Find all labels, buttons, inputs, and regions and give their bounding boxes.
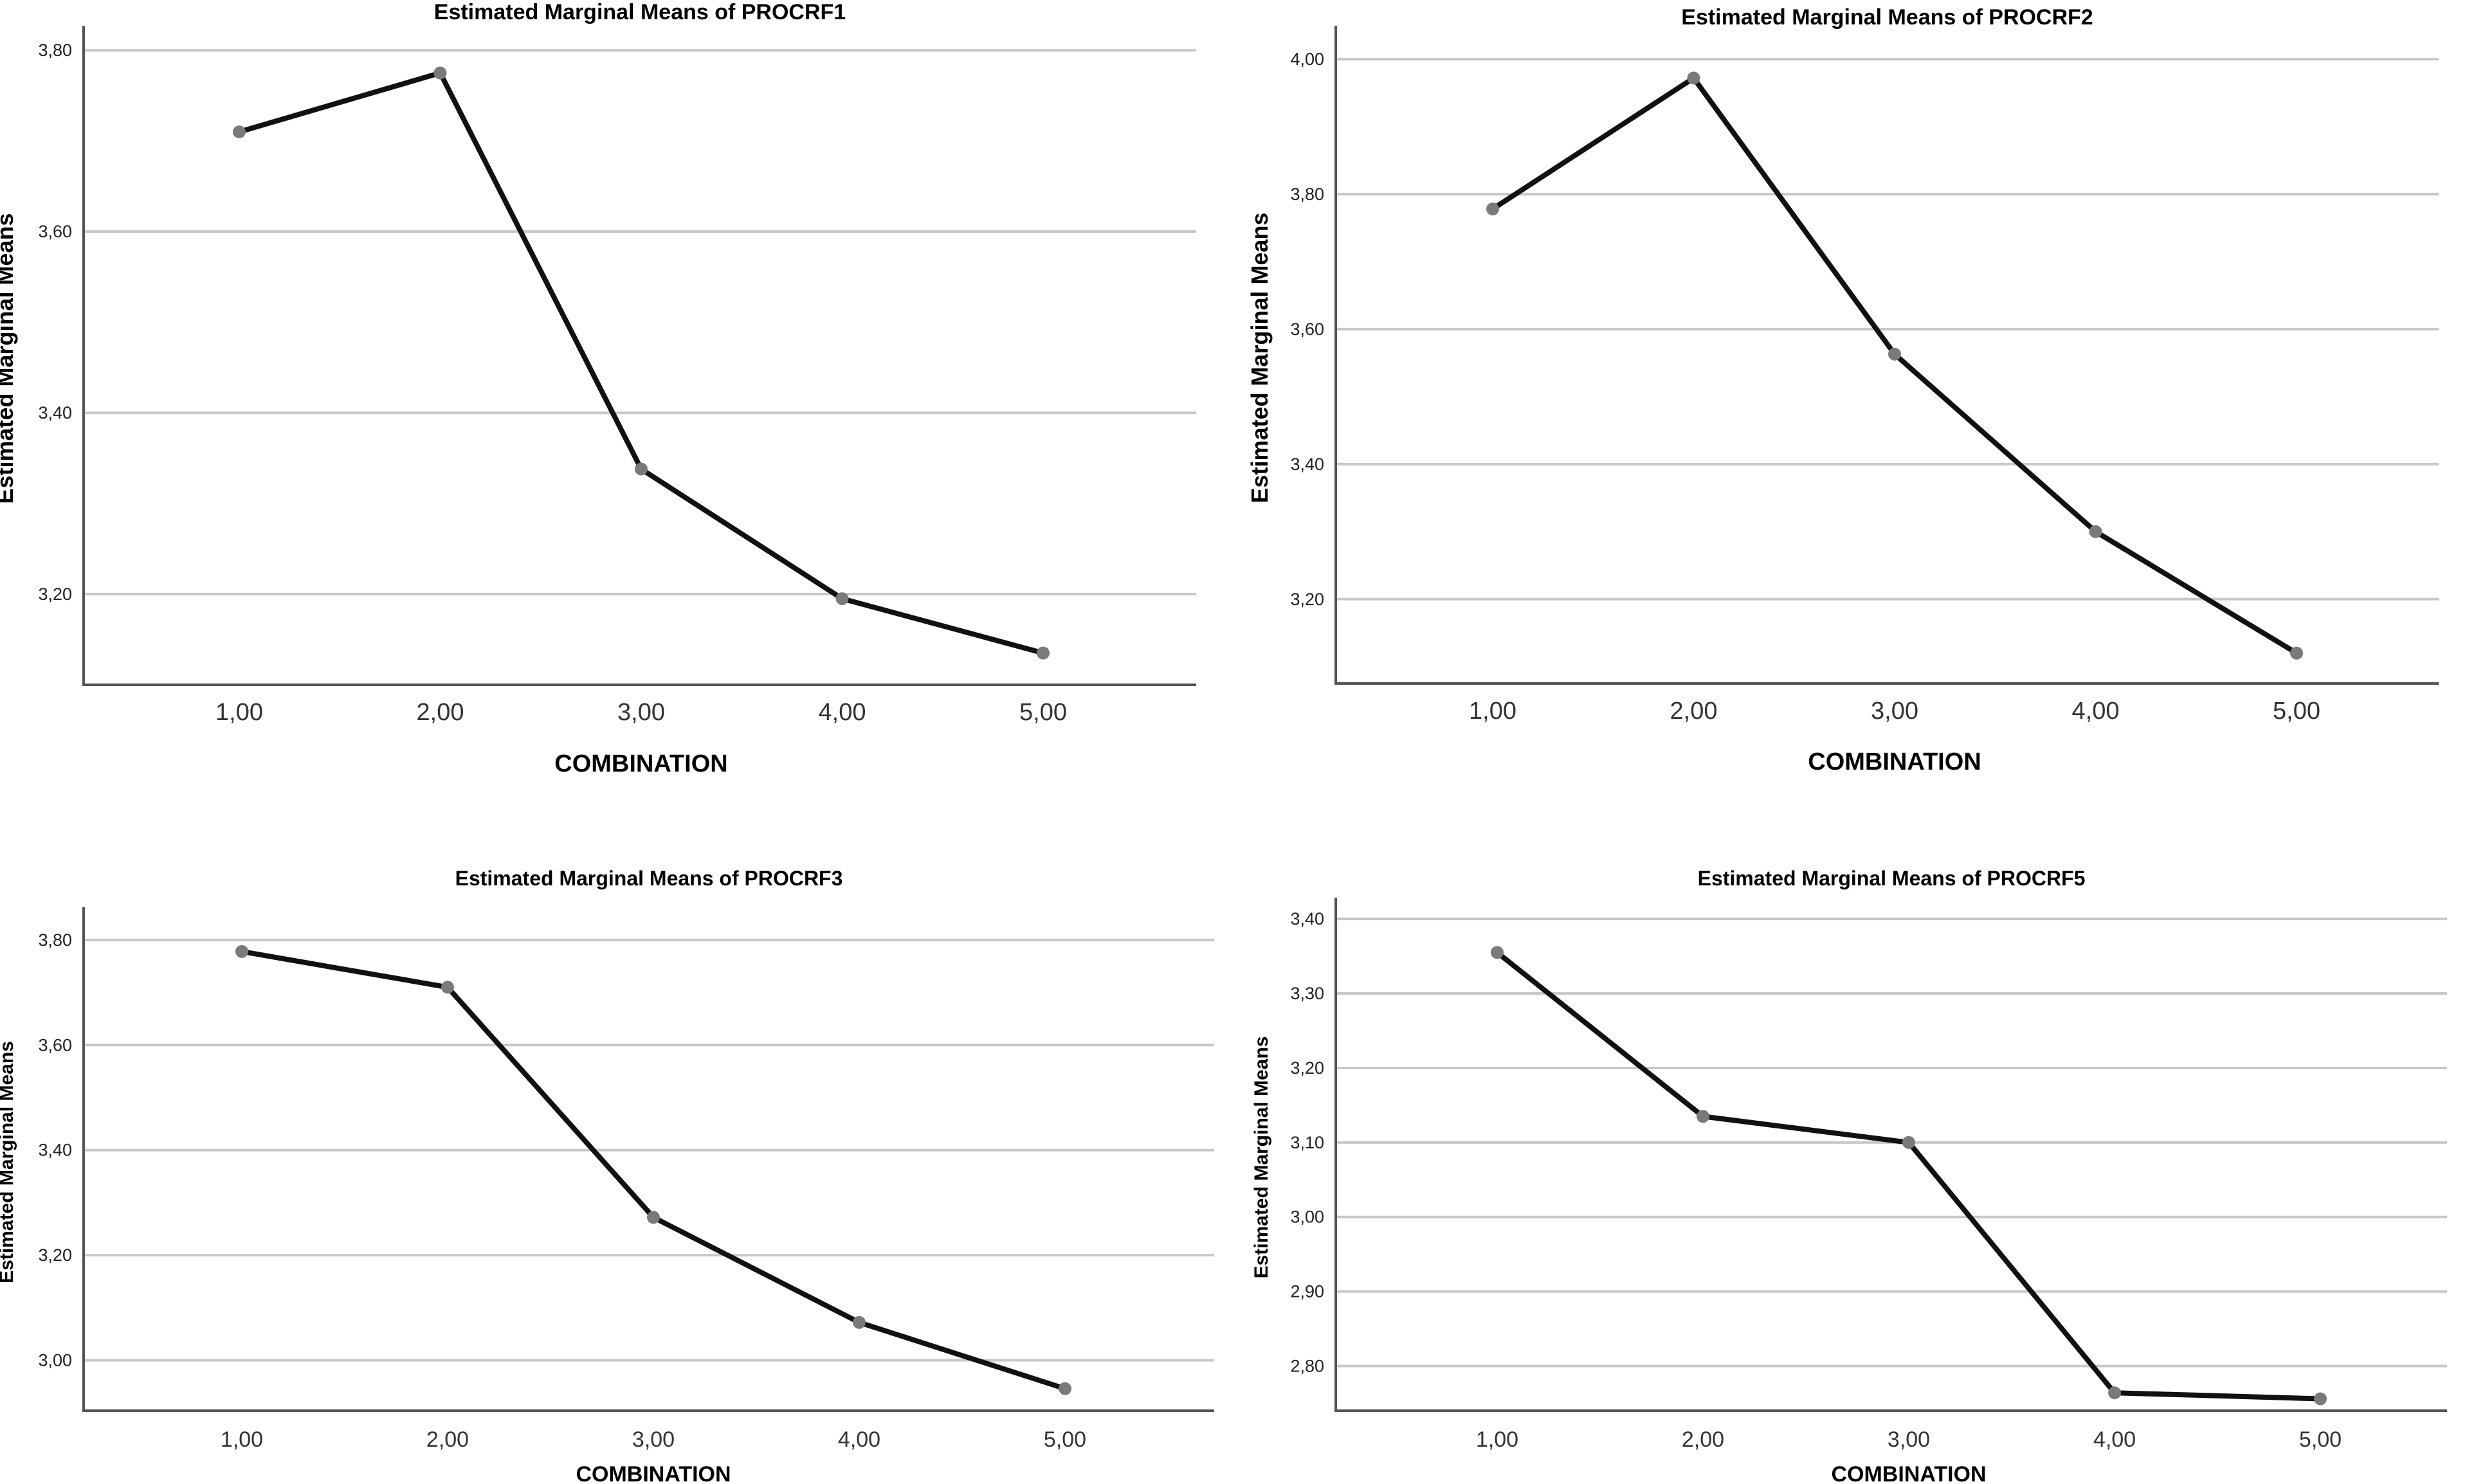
data-point [635,462,648,476]
x-tick-label: 3,00 [632,1427,675,1452]
y-axis-title: Estimated Marginal Means [0,1041,17,1283]
chart-title: Estimated Marginal Means of PROCRF2 [1681,5,2093,30]
data-point [647,1211,660,1224]
x-tick-label: 1,00 [1469,698,1516,725]
y-axis-title: Estimated Marginal Means [0,213,18,503]
axis-frame [1334,26,2439,685]
series-line [239,948,1068,1391]
y-tick-label: 3,40 [38,403,72,422]
x-tick-label: 4,00 [838,1427,880,1452]
data-point [233,125,246,139]
x-tick-label: 4,00 [2072,698,2120,725]
y-axis-title: Estimated Marginal Means [1251,1036,1272,1279]
y-tick-label: 3,00 [1290,1208,1324,1227]
y-tick-label: 3,80 [38,41,72,60]
data-point [1888,347,1901,361]
x-tick-label: 2,00 [1682,1427,1724,1452]
data-point [1902,1136,1915,1149]
y-tick-label: 3,20 [38,584,72,604]
x-tick-label: 2,00 [417,699,464,726]
data-point [441,981,454,994]
data-point [853,1316,866,1329]
x-axis-title: COMBINATION [1831,1462,1986,1484]
data-point [835,592,849,606]
x-tick-label: 1,00 [1476,1427,1518,1452]
x-tick-label: 3,00 [1888,1427,1930,1452]
axis-frame [82,26,1196,686]
data-point [1037,646,1050,660]
series-line [1490,75,2299,656]
x-tick-label: 1,00 [221,1427,263,1452]
data-point [1486,203,1499,216]
x-tick-label: 3,00 [1871,698,1918,725]
data-point [235,945,248,958]
data-point [2108,1386,2121,1400]
axis-frame [1334,898,2447,1412]
y-tick-label: 3,60 [38,222,72,241]
y-tick-label: 3,20 [1290,1058,1324,1078]
chart-procrf2: Estimated Marginal Means of PROCRF2 3,20 3… [1238,0,2476,775]
data-point [1687,71,1700,85]
x-tick-label: 2,00 [1670,698,1718,725]
x-tick-label: 4,00 [819,699,866,726]
x-tick-label: 5,00 [1019,699,1067,726]
x-tick-label: 2,00 [426,1427,469,1452]
x-tick-label: 5,00 [2273,698,2320,725]
series-line [237,70,1046,656]
chart-procrf3: Estimated Marginal Means of PROCRF3 3,00 3… [0,742,1238,1484]
data-point [2089,525,2102,538]
data-point [433,66,447,80]
y-tick-label: 3,80 [1290,185,1324,204]
chart-procrf1: Estimated Marginal Means of PROCRF1 3,20 3… [0,0,1238,777]
x-tick-label: 5,00 [2299,1427,2342,1452]
y-tick-label: 3,40 [38,1141,72,1160]
y-tick-label: 3,20 [1290,590,1324,609]
x-tick-label: 4,00 [2093,1427,2136,1452]
y-tick-label: 3,40 [1290,909,1324,928]
x-tick-label: 1,00 [215,699,263,726]
y-tick-label: 2,90 [1290,1282,1324,1301]
y-tick-label: 3,40 [1290,455,1324,474]
y-tick-label: 2,80 [1290,1356,1324,1375]
data-point [1491,946,1504,959]
data-point [2290,646,2303,660]
y-tick-label: 3,80 [38,930,72,950]
y-axis-title: Estimated Marginal Means [1246,212,1273,503]
y-tick-label: 4,00 [1290,50,1324,69]
y-tick-label: 3,00 [38,1351,72,1370]
y-tick-label: 3,30 [1290,984,1324,1003]
data-point [1059,1382,1071,1395]
chart-title: Estimated Marginal Means of PROCRF5 [1698,867,2086,890]
series-line [1495,950,2323,1402]
y-tick-label: 3,20 [38,1245,72,1265]
axis-frame [82,907,1214,1412]
x-axis-title: COMBINATION [554,750,728,777]
y-tick-label: 3,10 [1290,1133,1324,1152]
x-axis-title: COMBINATION [1808,748,1981,775]
y-tick-label: 3,60 [38,1035,72,1054]
x-tick-label: 3,00 [617,699,665,726]
x-axis-title: COMBINATION [576,1462,731,1484]
data-point [1697,1110,1709,1123]
x-tick-label: 5,00 [1044,1427,1086,1452]
chart-title: Estimated Marginal Means of PROCRF1 [434,0,846,24]
chart-title: Estimated Marginal Means of PROCRF3 [455,867,843,890]
data-point [2314,1392,2327,1406]
y-tick-label: 3,60 [1290,320,1324,339]
chart-procrf5: Estimated Marginal Means of PROCRF5 2,80 2… [1238,742,2476,1484]
